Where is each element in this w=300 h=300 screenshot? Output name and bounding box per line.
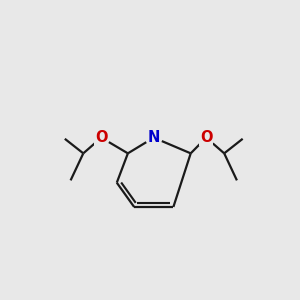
Text: O: O	[95, 130, 108, 145]
Text: O: O	[200, 130, 212, 145]
Text: N: N	[148, 130, 160, 145]
